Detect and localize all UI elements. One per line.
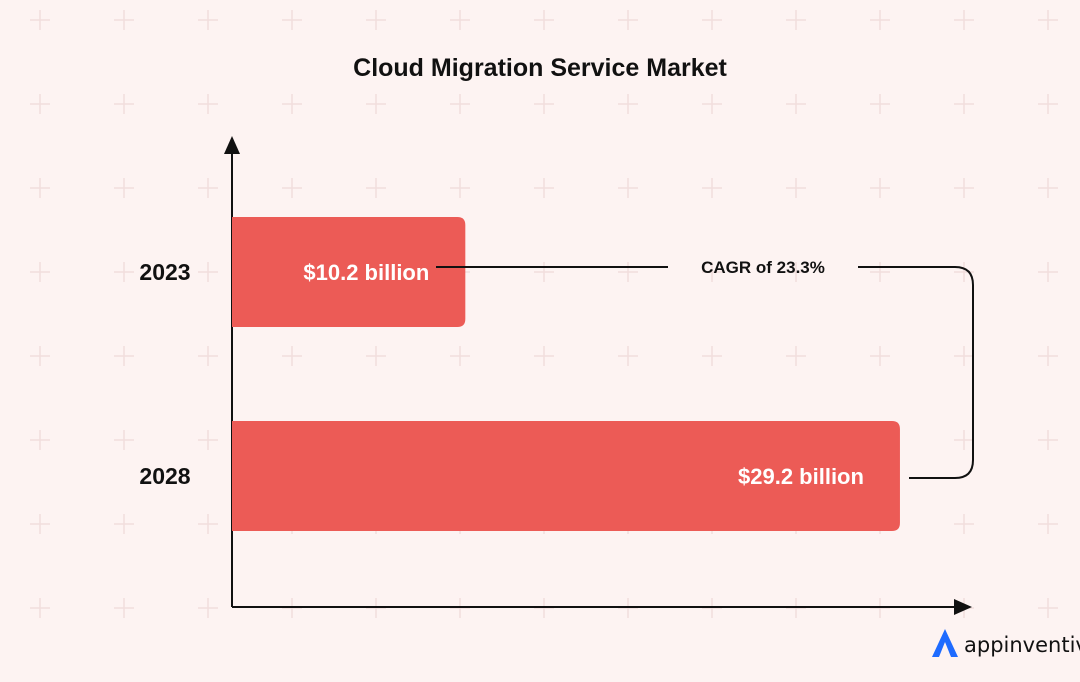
grid-plus-mark xyxy=(702,346,722,366)
grid-plus-mark xyxy=(450,94,470,114)
grid-plus-mark xyxy=(198,430,218,450)
grid-plus-mark xyxy=(702,262,722,282)
grid-plus-mark xyxy=(954,10,974,30)
cagr-annotation: CAGR of 23.3% xyxy=(701,258,825,277)
brand-name: appinventiv xyxy=(964,633,1080,657)
grid-plus-mark xyxy=(198,178,218,198)
bar-2023 xyxy=(232,217,466,327)
chart-title: Cloud Migration Service Market xyxy=(353,54,727,82)
grid-plus-mark xyxy=(366,346,386,366)
bar-2028 xyxy=(232,421,900,531)
grid-plus-mark xyxy=(198,346,218,366)
grid-plus-mark xyxy=(618,178,638,198)
grid-plus-mark xyxy=(534,346,554,366)
grid-plus-mark xyxy=(1038,262,1058,282)
grid-plus-mark xyxy=(786,94,806,114)
grid-plus-mark xyxy=(114,10,134,30)
grid-plus-mark xyxy=(954,178,974,198)
grid-plus-mark xyxy=(450,178,470,198)
grid-plus-mark xyxy=(30,598,50,618)
grid-plus-mark xyxy=(1038,346,1058,366)
data-label: $10.2 billion xyxy=(303,260,429,285)
grid-plus-mark xyxy=(30,346,50,366)
grid-plus-mark xyxy=(786,10,806,30)
grid-plus-mark xyxy=(786,178,806,198)
grid-plus-mark xyxy=(954,430,974,450)
category-label: 2028 xyxy=(139,463,190,489)
data-label: $29.2 billion xyxy=(738,464,864,489)
grid-plus-mark xyxy=(534,178,554,198)
grid-plus-mark xyxy=(534,10,554,30)
grid-plus-mark xyxy=(954,262,974,282)
grid-plus-mark xyxy=(282,346,302,366)
grid-plus-mark xyxy=(786,346,806,366)
grid-plus-mark xyxy=(618,262,638,282)
category-label: 2023 xyxy=(139,259,190,285)
grid-plus-mark xyxy=(870,178,890,198)
grid-plus-mark xyxy=(30,94,50,114)
grid-plus-mark xyxy=(366,10,386,30)
grid-plus-mark xyxy=(786,262,806,282)
grid-plus-mark xyxy=(450,346,470,366)
grid-plus-mark xyxy=(618,94,638,114)
grid-plus-mark xyxy=(114,178,134,198)
grid-plus-mark xyxy=(870,346,890,366)
appinventiv-logo-icon xyxy=(930,627,960,664)
grid-plus-mark xyxy=(198,10,218,30)
grid-plus-mark xyxy=(114,598,134,618)
grid-plus-mark xyxy=(30,178,50,198)
grid-plus-mark xyxy=(114,430,134,450)
grid-plus-mark xyxy=(1038,514,1058,534)
grid-plus-mark xyxy=(1038,430,1058,450)
grid-plus-mark xyxy=(1038,178,1058,198)
grid-plus-mark xyxy=(870,10,890,30)
grid-plus-mark xyxy=(702,94,722,114)
grid-plus-mark xyxy=(954,346,974,366)
grid-plus-mark xyxy=(618,346,638,366)
grid-plus-mark xyxy=(1038,94,1058,114)
grid-plus-mark xyxy=(30,514,50,534)
grid-plus-mark xyxy=(282,94,302,114)
grid-plus-mark xyxy=(618,10,638,30)
grid-plus-mark xyxy=(366,178,386,198)
grid-plus-mark xyxy=(198,514,218,534)
grid-plus-mark xyxy=(954,94,974,114)
grid-plus-mark xyxy=(198,262,218,282)
grid-plus-mark xyxy=(114,262,134,282)
grid-plus-mark xyxy=(534,94,554,114)
cagr-connector xyxy=(436,266,974,479)
grid-plus-mark xyxy=(282,10,302,30)
grid-plus-mark xyxy=(282,178,302,198)
grid-plus-mark xyxy=(450,10,470,30)
grid-plus-mark xyxy=(702,10,722,30)
grid-plus-mark xyxy=(366,94,386,114)
grid-plus-mark xyxy=(702,178,722,198)
grid-plus-mark xyxy=(198,598,218,618)
brand-logo: appinventiv xyxy=(930,628,1080,662)
grid-plus-mark xyxy=(114,94,134,114)
grid-plus-mark xyxy=(870,94,890,114)
grid-plus-mark xyxy=(1038,10,1058,30)
grid-plus-mark xyxy=(1038,598,1058,618)
grid-plus-mark xyxy=(954,514,974,534)
grid-plus-mark xyxy=(114,346,134,366)
grid-plus-mark xyxy=(198,94,218,114)
grid-plus-mark xyxy=(30,430,50,450)
grid-plus-mark xyxy=(534,262,554,282)
grid-plus-mark xyxy=(870,262,890,282)
grid-plus-mark xyxy=(30,262,50,282)
grid-plus-mark xyxy=(30,10,50,30)
grid-plus-mark xyxy=(114,514,134,534)
